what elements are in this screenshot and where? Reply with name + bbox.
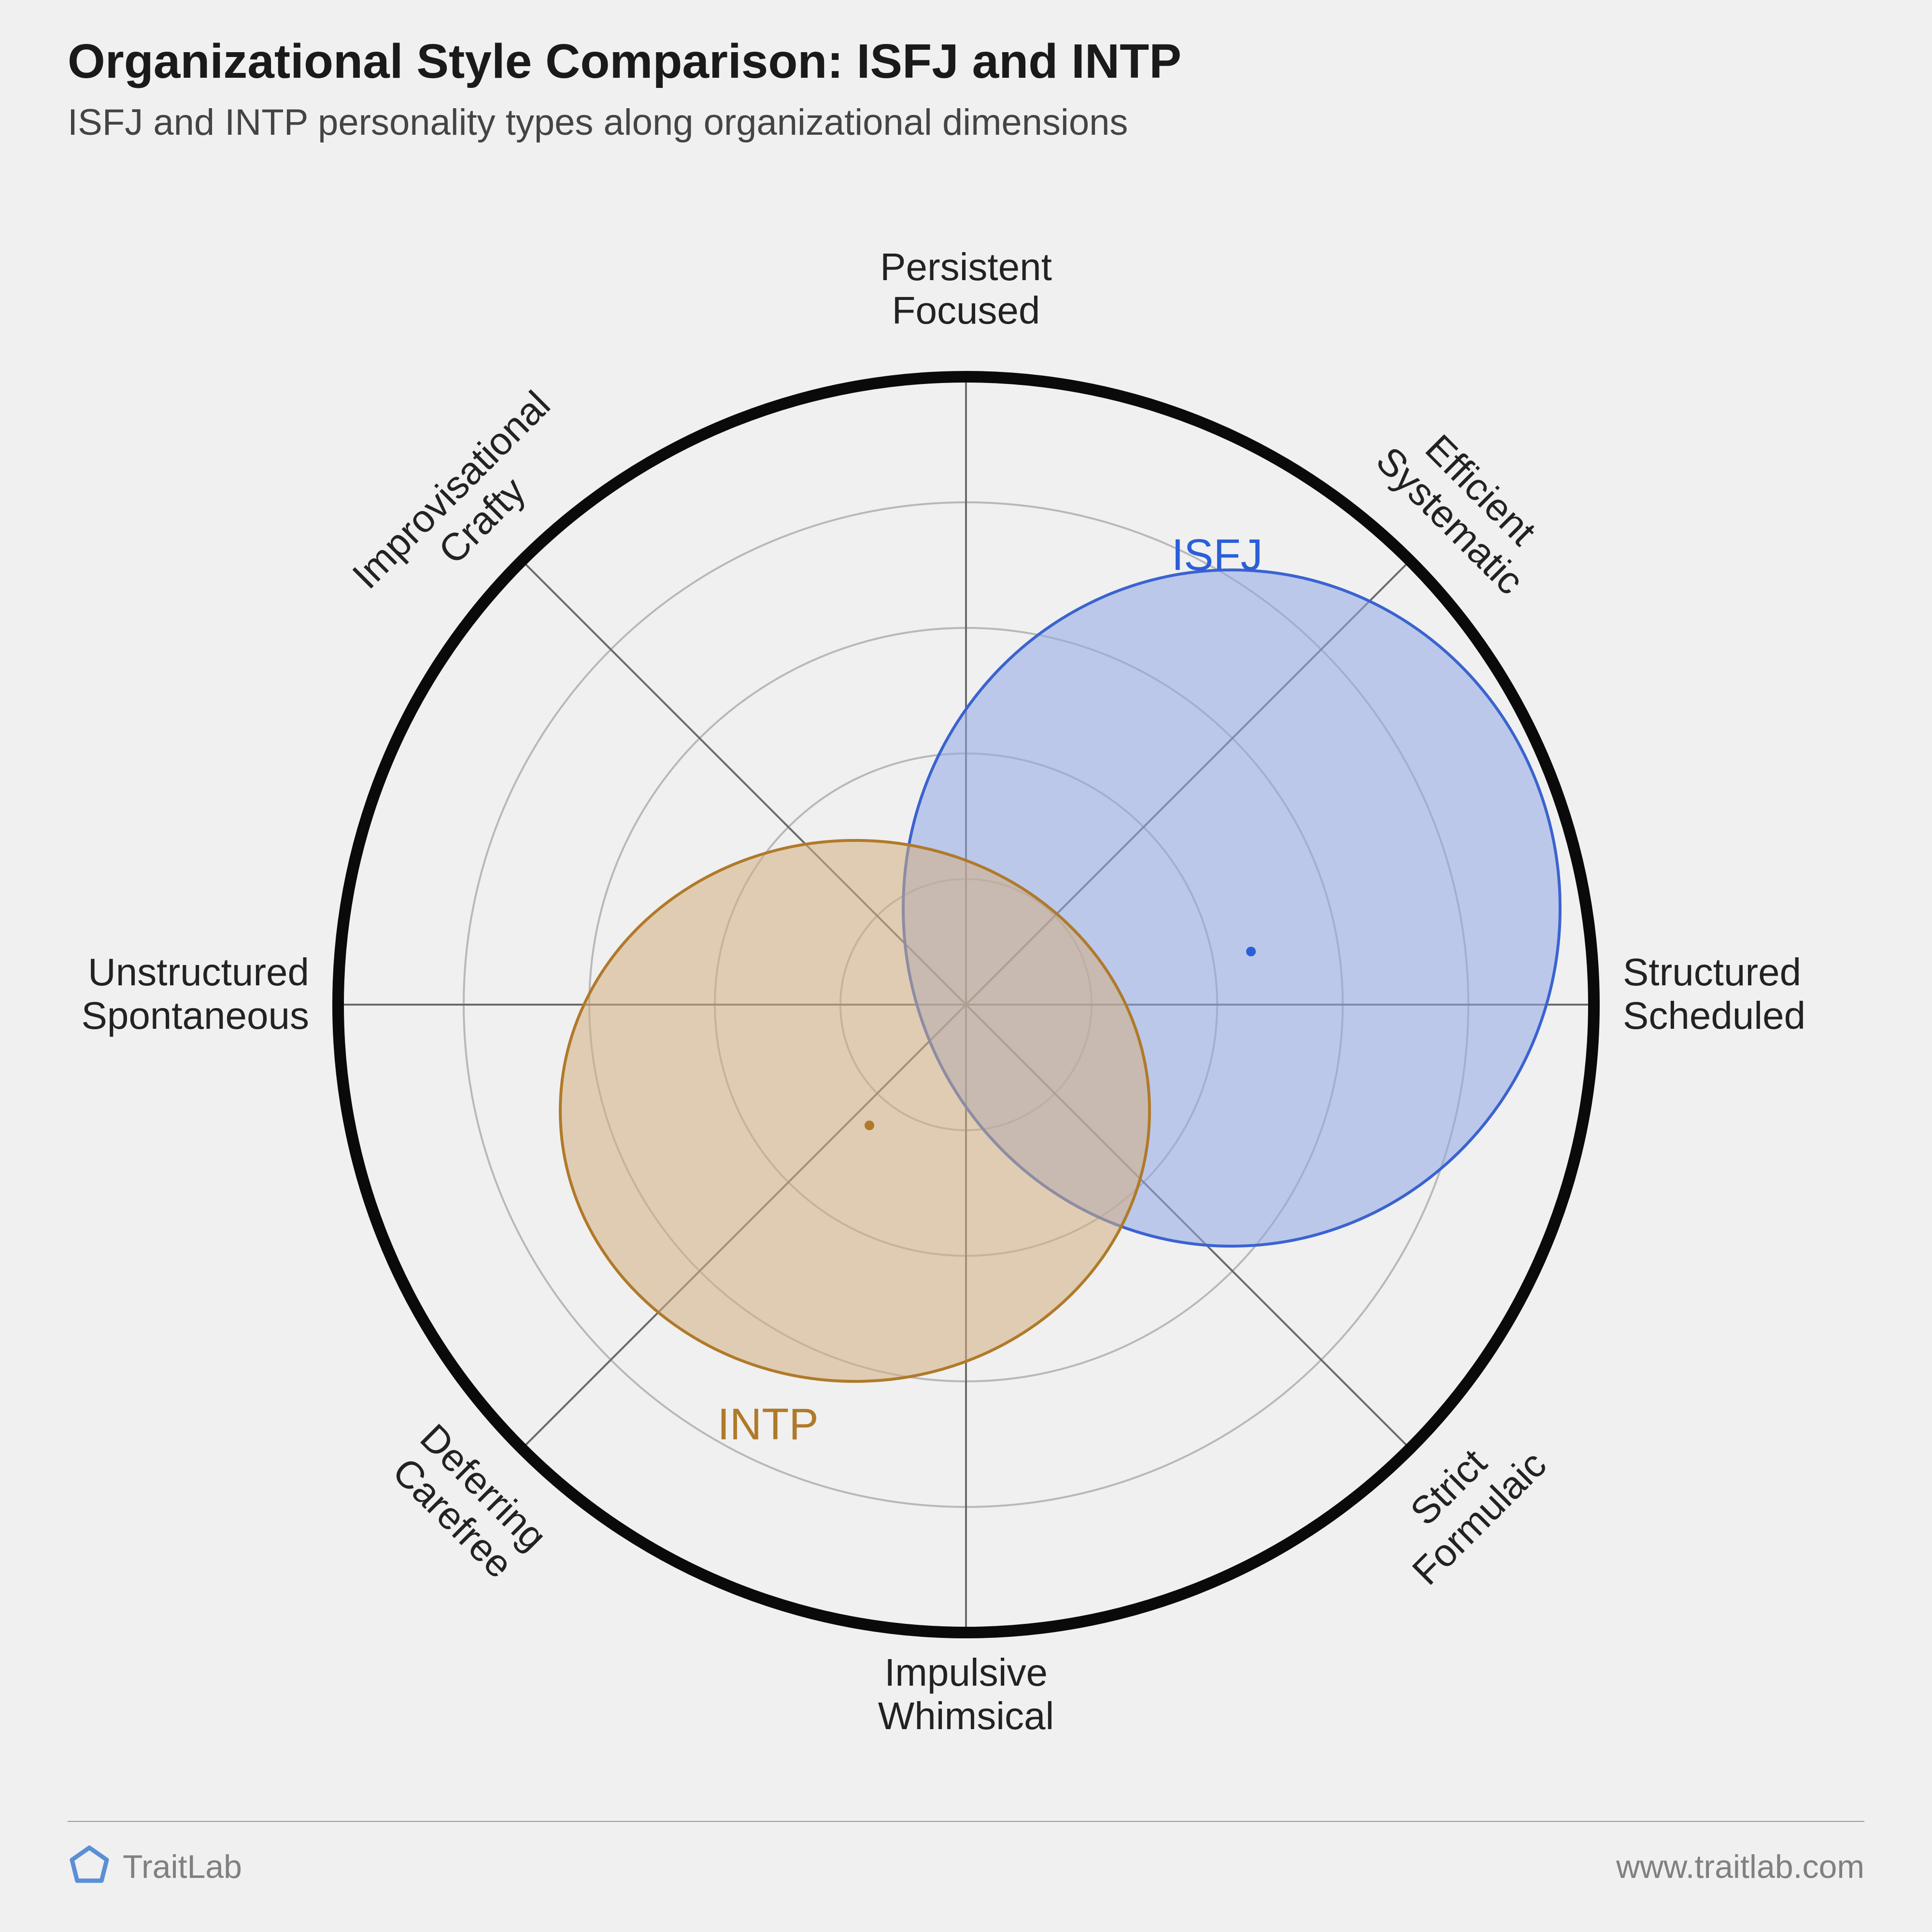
footer-divider (68, 1821, 1864, 1822)
series-center-dot-isfj (1246, 947, 1256, 956)
axis-label: StructuredScheduled (1623, 951, 1805, 1037)
footer: TraitLab www.traitlab.com (68, 1845, 1864, 1889)
series-ellipse-intp (560, 840, 1150, 1381)
radar-chart: PersistentFocusedEfficientSystematicStru… (0, 0, 1932, 1932)
chart-stage: Organizational Style Comparison: ISFJ an… (0, 0, 1932, 1932)
axis-label-line: Scheduled (1623, 994, 1805, 1037)
axis-label-line: Persistent (880, 245, 1052, 288)
axis-label: PersistentFocused (880, 245, 1052, 332)
axis-label-line: Whimsical (878, 1694, 1054, 1737)
series-label-intp: INTP (717, 1400, 819, 1449)
axis-label: UnstructuredSpontaneous (81, 951, 309, 1037)
brand-logo-icon (68, 1845, 111, 1889)
series-label-isfj: ISFJ (1171, 530, 1263, 580)
axis-label-line: Unstructured (88, 951, 309, 994)
brand: TraitLab (68, 1845, 242, 1889)
series-center-dot-intp (865, 1121, 874, 1130)
footer-url: www.traitlab.com (1616, 1848, 1864, 1886)
brand-name: TraitLab (123, 1848, 242, 1886)
axis-label: ImpulsiveWhimsical (878, 1651, 1054, 1737)
axis-label-line: Spontaneous (81, 994, 309, 1037)
axis-label-line: Focused (892, 289, 1040, 332)
axis-label-line: Structured (1623, 951, 1801, 994)
axis-label-line: Impulsive (884, 1651, 1048, 1694)
